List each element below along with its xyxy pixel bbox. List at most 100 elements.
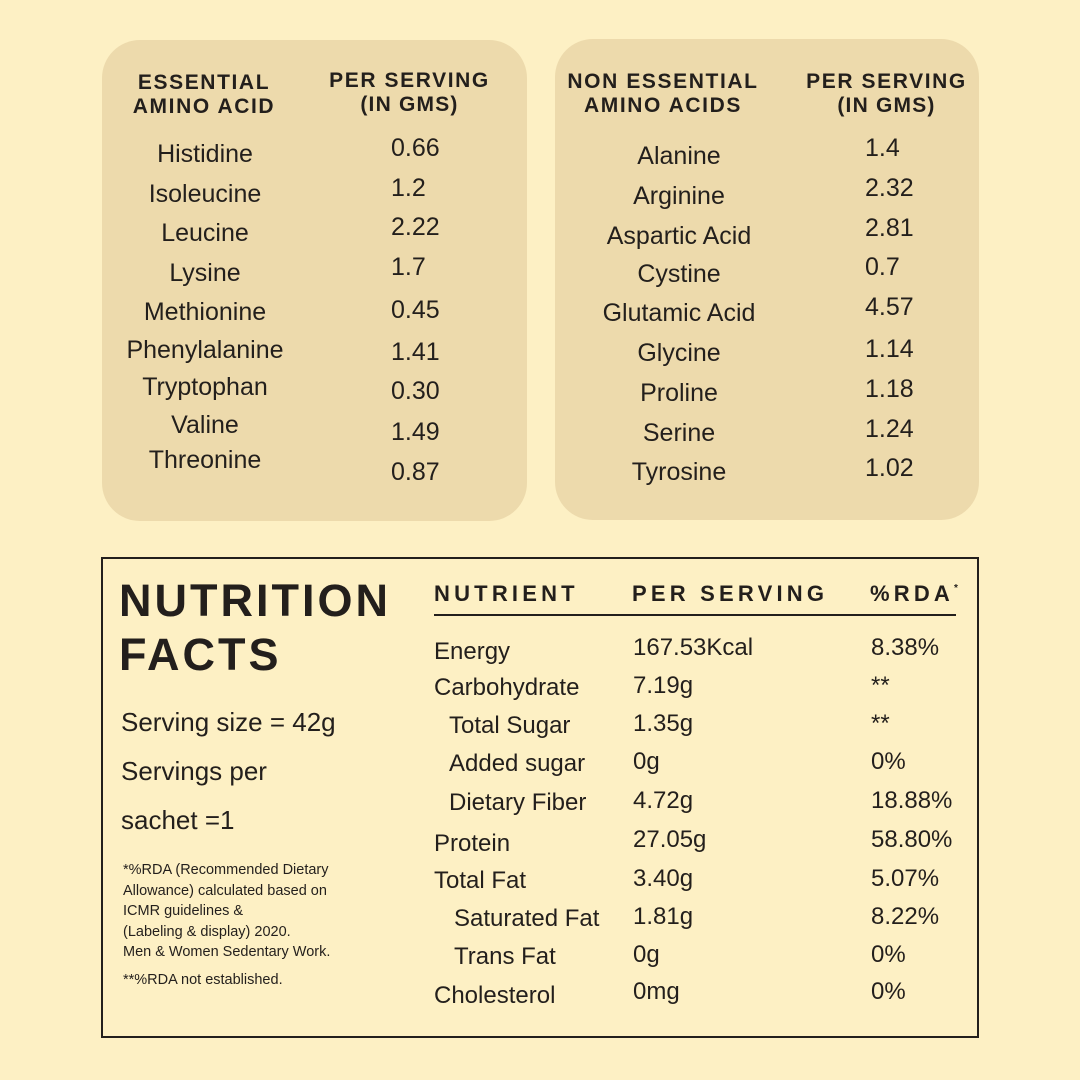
per-serving-cell: 0mg: [633, 978, 680, 1005]
amino-acid-value: 2.81: [865, 213, 914, 242]
nutrient-row: Dietary Fiber 4.72g 18.88%: [103, 787, 977, 827]
amino-acid-name: Methionine: [143, 298, 267, 326]
non-essential-amino-acid-card: NON ESSENTIAL AMINO ACIDS PER SERVING (I…: [555, 39, 979, 520]
nutrient-cell: Energy: [434, 638, 511, 665]
amino-acid-name: Valine: [171, 410, 239, 439]
nutrient-cell: Total Fat: [434, 867, 527, 894]
amino-acid-row: Cystine 0.7: [555, 253, 979, 295]
amino-acid-value: 0.30: [391, 377, 440, 405]
per-serving-column-header: PER SERVING (In gms): [799, 70, 974, 118]
amino-acid-value: 1.14: [865, 335, 914, 363]
amino-acid-name: Cystine: [637, 260, 721, 289]
amino-acid-name: Histidine: [157, 140, 253, 168]
rda-cell: 5.07%: [871, 865, 940, 892]
per-serving-cell: 3.40g: [633, 865, 694, 892]
amino-acid-row: Leucine 2.22: [102, 213, 527, 255]
amino-acid-value: 1.18: [865, 374, 914, 403]
amino-acid-value: 0.7: [865, 253, 900, 282]
rda-column-header: %RDA*: [870, 581, 958, 607]
per-serving-column-header: PER SERVING: [632, 581, 829, 606]
header-line: PER SERVING: [329, 69, 490, 92]
rda-cell: 0%: [871, 748, 906, 775]
nutrient-cell: Trans Fat: [454, 943, 556, 970]
amino-acid-value: 1.24: [865, 414, 914, 443]
amino-acid-name: Serine: [642, 418, 716, 447]
amino-acid-value: 1.2: [391, 173, 426, 202]
amino-acid-value: 2.32: [865, 173, 914, 202]
amino-acid-name: Tryptophan: [142, 373, 268, 401]
amino-acid-row: Tryptophan 0.30: [102, 373, 527, 413]
rda-cell: 0%: [871, 978, 906, 1005]
nutrition-facts-title: FACTS: [119, 629, 282, 680]
amino-acid-name: Glycine: [637, 339, 721, 367]
amino-acid-value: 0.66: [391, 134, 440, 162]
amino-acid-row: Arginine 2.32: [555, 173, 979, 216]
amino-acid-value: 1.49: [391, 417, 440, 446]
amino-acid-row: Serine 1.24: [555, 415, 979, 455]
rda-footnote: *%RDA (Recommended Dietary Allowance) ca…: [123, 860, 330, 963]
rda-cell: 0%: [871, 941, 906, 968]
amino-acid-row: Methionine 0.45: [102, 294, 527, 334]
nutrient-cell: Carbohydrate: [434, 674, 580, 701]
rda-label: %RDA: [870, 581, 955, 606]
header-line: PER SERVING: [806, 70, 967, 93]
amino-acid-value: 1.7: [391, 252, 426, 281]
amino-acid-name: Leucine: [161, 219, 249, 247]
per-serving-cell: 7.19g: [633, 672, 694, 699]
amino-acid-name: Alanine: [637, 142, 721, 170]
nutrient-cell: Protein: [434, 830, 511, 857]
amino-acid-row: Glutamic Acid 4.57: [555, 293, 979, 335]
rda-cell: 8.38%: [871, 634, 940, 661]
footnote-line: ICMR guidelines &: [123, 903, 244, 919]
per-serving-cell: 0g: [633, 941, 660, 968]
amino-acid-value: 4.57: [865, 293, 914, 322]
amino-acid-name: Lysine: [169, 258, 241, 287]
nutrient-cell: Total Sugar: [449, 712, 571, 739]
servings-per-sachet: Servings per: [121, 756, 267, 786]
rda-cell: 58.80%: [871, 826, 953, 853]
nutrient-cell: Cholesterol: [434, 982, 556, 1009]
amino-acid-name: Aspartic Acid: [606, 221, 752, 250]
header-line: NON ESSENTIAL: [567, 70, 759, 93]
amino-acid-row: Glycine 1.14: [555, 335, 979, 375]
amino-acid-value: 0.87: [391, 458, 440, 486]
nutrient-cell: Saturated Fat: [454, 905, 600, 932]
amino-acid-value: 1.02: [865, 454, 914, 483]
amino-acid-name: Isoleucine: [148, 179, 262, 208]
nutrient-row: Trans Fat 0g 0%: [103, 941, 977, 981]
rda-asterisk: *: [954, 583, 958, 594]
footnote-line: (Labeling & display) 2020.: [123, 923, 291, 940]
amino-acid-name: Phenylalanine: [126, 335, 284, 364]
amino-acid-row: Lysine 1.7: [102, 252, 527, 295]
rda-cell: 8.22%: [871, 903, 940, 930]
serving-size: Serving size = 42g: [121, 707, 336, 737]
amino-acid-name: Glutamic Acid: [602, 299, 756, 328]
amino-acid-name: Tyrosine: [631, 458, 727, 487]
amino-acid-row: Aspartic Acid 2.81: [555, 213, 979, 256]
header-unit: (In gms): [360, 93, 459, 116]
nutrient-row: Protein 27.05g 58.80%: [103, 826, 977, 866]
amino-acid-value: 2.22: [391, 213, 440, 241]
rda-cell: **: [871, 672, 890, 699]
amino-acid-row: Alanine 1.4: [555, 134, 979, 176]
non-essential-column-header: NON ESSENTIAL AMINO ACIDS: [567, 70, 759, 118]
nutrient-row: Cholesterol 0mg 0%: [103, 978, 977, 1018]
footnote-line: Men & Women Sedentary Work.: [123, 944, 331, 960]
header-line: AMINO ACID: [132, 95, 276, 118]
header-line: AMINO ACIDS: [584, 94, 742, 117]
per-serving-column-header: PER SERVING (In gms): [322, 69, 497, 117]
amino-acid-value: 1.4: [865, 134, 900, 162]
rda-cell: **: [871, 710, 890, 737]
amino-acid-row: Tyrosine 1.02: [555, 454, 979, 494]
amino-acid-row: Threonine 0.87: [102, 446, 527, 492]
header-unit: (In gms): [837, 94, 936, 117]
per-serving-cell: 1.81g: [633, 903, 694, 930]
per-serving-cell: 167.53Kcal: [633, 634, 754, 661]
nutrient-column-header: NUTRIENT: [434, 581, 579, 606]
essential-amino-acid-card: ESSENTIAL AMINO ACID PER SERVING (In gms…: [102, 40, 527, 521]
header-line: ESSENTIAL: [137, 71, 271, 94]
nutrient-row: Saturated Fat 1.81g 8.22%: [103, 903, 977, 943]
header-divider: [434, 614, 956, 616]
essential-column-header: ESSENTIAL AMINO ACID: [122, 71, 286, 119]
footnote-line: Allowance) calculated based on: [123, 882, 327, 899]
